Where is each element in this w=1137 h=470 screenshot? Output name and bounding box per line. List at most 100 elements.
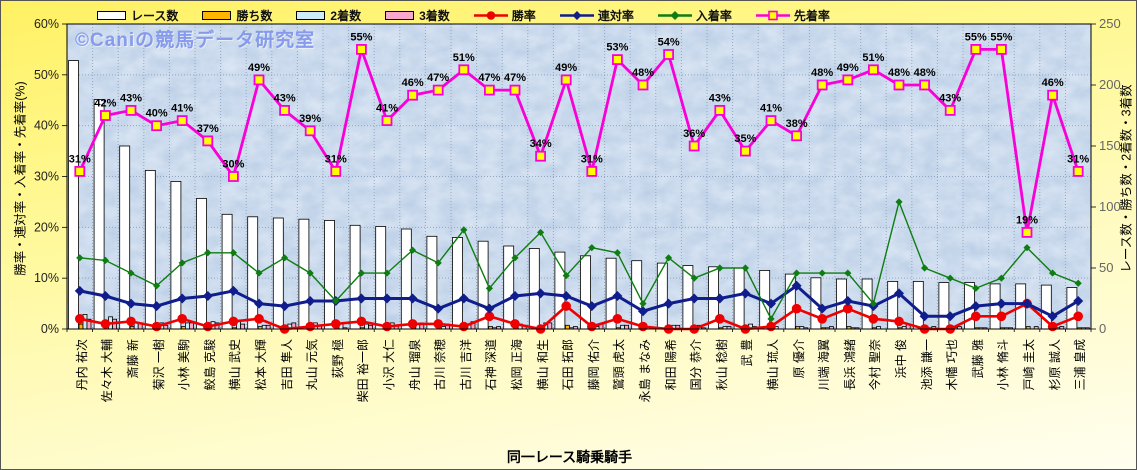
left-axis-tick-labels: 0% 10% 20% 30% 40% 50% 60% bbox=[34, 17, 59, 336]
svg-text:49%: 49% bbox=[555, 62, 577, 74]
jockey-name: 吉田 隼人 bbox=[279, 339, 294, 391]
legend-item-third-count: 3着数 bbox=[385, 7, 450, 24]
jockey-name: 小林 脩斗 bbox=[996, 339, 1011, 391]
svg-text:43%: 43% bbox=[120, 92, 142, 104]
legend-item-precede-rate: 先着率 bbox=[755, 7, 830, 24]
jockey-name: 丹内 祐次 bbox=[74, 339, 89, 391]
svg-text:0%: 0% bbox=[41, 322, 59, 336]
right-axis-title: レース数・勝ち数・2着数・3着数 bbox=[1119, 84, 1134, 273]
svg-text:34%: 34% bbox=[530, 138, 552, 150]
svg-text:150: 150 bbox=[1099, 138, 1121, 153]
legend-swatch-third-count bbox=[385, 11, 415, 20]
jockey-name: 佐々木 大輔 bbox=[100, 339, 115, 403]
svg-text:55%: 55% bbox=[965, 31, 987, 43]
jockey-name: 石神 深道 bbox=[484, 339, 499, 391]
jockey-name: 小沢 大仁 bbox=[382, 339, 396, 391]
jockey-name: 松岡 正海 bbox=[510, 339, 524, 391]
precede-rate-data-labels: 31%42% 43%40% 41%37%30%49%43%39%31%55%41%4… bbox=[69, 31, 1090, 226]
svg-text:50: 50 bbox=[1099, 260, 1113, 275]
svg-text:38%: 38% bbox=[786, 118, 808, 130]
svg-text:41%: 41% bbox=[760, 103, 782, 115]
legend-item-win-count: 勝ち数 bbox=[202, 7, 272, 24]
jockey-name: 斎藤 新 bbox=[126, 339, 140, 379]
legend-label-win-rate: 勝率 bbox=[511, 9, 536, 23]
jockey-name: 池添 謙一 bbox=[919, 339, 934, 391]
svg-text:20%: 20% bbox=[34, 220, 59, 234]
legend-label-race-count: レース数 bbox=[131, 9, 179, 23]
svg-text:53%: 53% bbox=[606, 42, 628, 54]
jockey-name: 戸崎 圭太 bbox=[1022, 339, 1036, 391]
jockey-name: 鷲頭 虎太 bbox=[612, 339, 627, 391]
jockey-name: 鮫島 克駿 bbox=[202, 339, 217, 391]
svg-text:42%: 42% bbox=[94, 98, 116, 110]
svg-text:31%: 31% bbox=[1067, 153, 1089, 165]
jockey-name: 木幡 巧也 bbox=[945, 339, 960, 391]
svg-text:54%: 54% bbox=[658, 37, 680, 49]
legend-item-second-count: 2着数 bbox=[296, 7, 361, 24]
svg-text:49%: 49% bbox=[248, 62, 270, 74]
legend-swatch-win-rate bbox=[473, 11, 508, 20]
svg-text:43%: 43% bbox=[939, 92, 961, 104]
jockey-name: 永島 まなみ bbox=[638, 339, 652, 403]
jockey-name: 藤岡 佑介 bbox=[586, 339, 601, 391]
svg-text:19%: 19% bbox=[1016, 214, 1038, 226]
svg-text:46%: 46% bbox=[1042, 77, 1064, 89]
jockey-name: 横山 琉人 bbox=[766, 339, 780, 391]
svg-text:39%: 39% bbox=[299, 113, 321, 125]
jockey-name: 松本 大輝 bbox=[254, 339, 268, 391]
svg-text:43%: 43% bbox=[274, 92, 296, 104]
jockey-name: 国分 恭介 bbox=[689, 339, 704, 391]
jockey-name: 長浜 鴻緒 bbox=[842, 339, 857, 391]
svg-text:40%: 40% bbox=[34, 119, 59, 133]
svg-text:51%: 51% bbox=[862, 52, 884, 64]
svg-text:48%: 48% bbox=[888, 67, 910, 79]
legend-label-precede-rate: 先着率 bbox=[793, 9, 830, 23]
svg-text:10%: 10% bbox=[34, 271, 59, 285]
precede-rate-line bbox=[74, 44, 1084, 238]
jockey-name: 和田 陽希 bbox=[663, 339, 678, 391]
jockey-name: 三浦 皇成 bbox=[1073, 339, 1088, 391]
jockey-name: 柴田 裕一郎 bbox=[356, 339, 371, 403]
jockey-name: 小林 美駒 bbox=[177, 339, 192, 391]
svg-text:50%: 50% bbox=[34, 68, 59, 82]
legend-item-win-rate: 勝率 bbox=[473, 7, 536, 24]
axis-ticks bbox=[62, 23, 1096, 332]
legend-swatch-quinella-rate bbox=[559, 11, 594, 20]
x-axis-title: 同一レース騎乗騎手 bbox=[506, 449, 633, 465]
svg-text:48%: 48% bbox=[914, 67, 936, 79]
svg-text:31%: 31% bbox=[325, 153, 347, 165]
svg-text:43%: 43% bbox=[709, 92, 731, 104]
svg-text:30%: 30% bbox=[222, 159, 244, 171]
x-axis-labels: 丹内 祐次 佐々木 大輔 斎藤 新菊沢 一樹 小林 美駒 鮫島 克駿 横山 武史 松本 大輝… bbox=[1, 333, 1136, 445]
svg-text:48%: 48% bbox=[811, 67, 833, 79]
legend-swatch-race-count bbox=[97, 11, 126, 20]
svg-text:40%: 40% bbox=[146, 108, 168, 120]
jockey-name: 川端 海翼 bbox=[817, 339, 832, 391]
jockey-name: 石田 拓郎 bbox=[561, 339, 576, 391]
jockey-name: 秋山 稔樹 bbox=[714, 339, 729, 391]
svg-text:55%: 55% bbox=[990, 31, 1012, 43]
svg-text:60%: 60% bbox=[34, 17, 59, 31]
svg-text:47%: 47% bbox=[504, 72, 526, 84]
svg-text:55%: 55% bbox=[350, 31, 372, 43]
svg-text:47%: 47% bbox=[478, 72, 500, 84]
svg-text:37%: 37% bbox=[197, 123, 219, 135]
legend-item-quinella-rate: 連対率 bbox=[559, 7, 634, 24]
legend-swatch-precede-rate bbox=[755, 10, 790, 21]
svg-text:200: 200 bbox=[1099, 77, 1121, 92]
svg-text:47%: 47% bbox=[427, 72, 449, 84]
svg-text:41%: 41% bbox=[376, 103, 398, 115]
svg-text:35%: 35% bbox=[734, 133, 756, 145]
jockey-name: 菊沢 一樹 bbox=[151, 339, 166, 391]
svg-text:46%: 46% bbox=[402, 77, 424, 89]
svg-text:48%: 48% bbox=[632, 67, 654, 79]
jockey-name: 丸山 元気 bbox=[305, 339, 320, 391]
jockey-name: 古川 吉洋 bbox=[458, 339, 473, 391]
jockey-name: 舟山 瑠泉 bbox=[407, 339, 422, 391]
svg-text:100: 100 bbox=[1099, 199, 1121, 214]
jockey-name: 古川 奈穂 bbox=[433, 339, 448, 391]
legend-swatch-win-count bbox=[202, 11, 232, 20]
svg-text:0: 0 bbox=[1099, 321, 1106, 336]
